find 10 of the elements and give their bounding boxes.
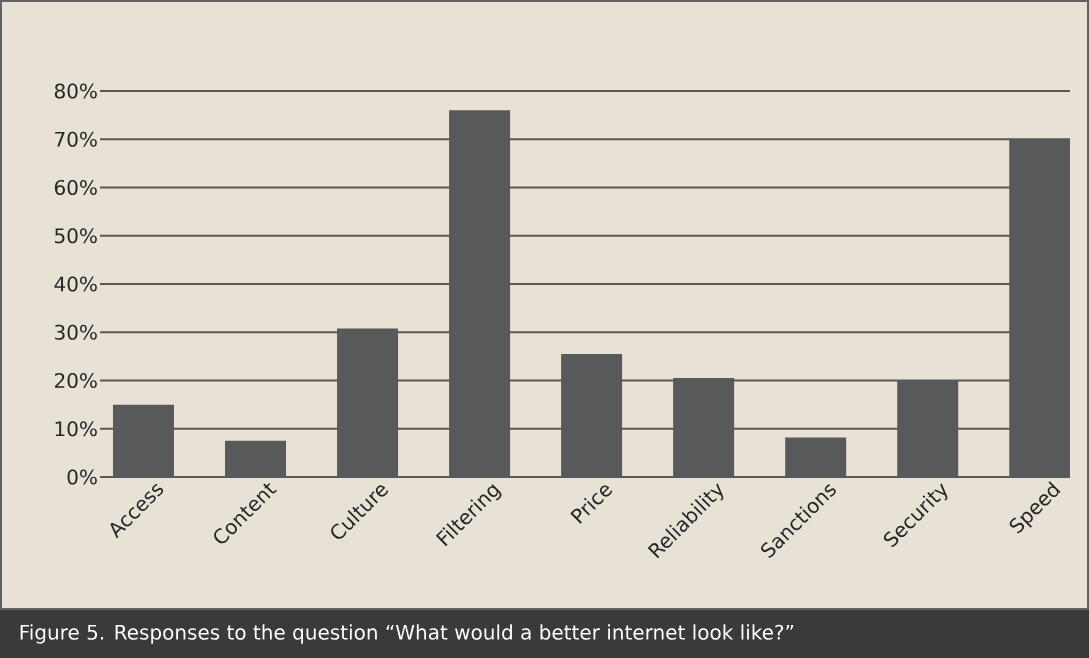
y-tick-label: 70% (55, 131, 97, 147)
y-tick-label: 50% (55, 228, 97, 244)
y-tick-label: 10% (55, 421, 97, 437)
y-tick-label: 30% (55, 324, 97, 340)
y-tick-label: 20% (54, 372, 97, 389)
y-tick-label: 0% (67, 469, 97, 485)
y-tick-label: 60% (54, 179, 97, 196)
caption: Figure 5. Responses to the question “What would a better internet look like?” (20, 624, 794, 644)
y-tick-label: 80% (54, 83, 97, 99)
y-tick-label: 40% (54, 276, 97, 292)
